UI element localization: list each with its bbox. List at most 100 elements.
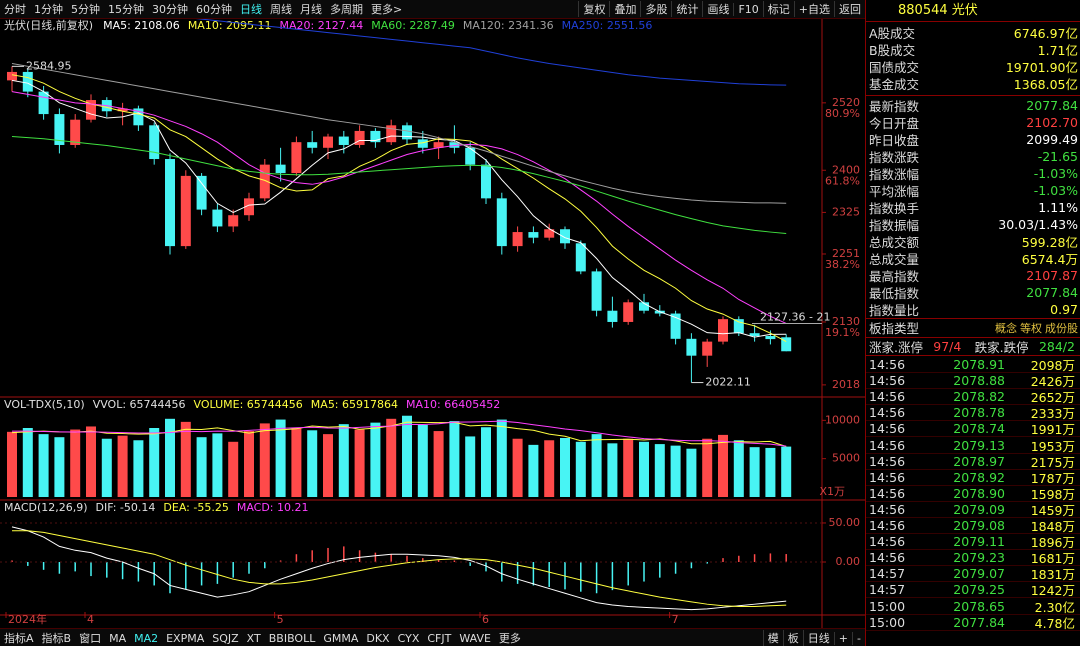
info-label: 最低指数 [869, 286, 920, 301]
x-tick-label: 6 [482, 613, 489, 626]
info-value: 2102.70 [1026, 115, 1078, 130]
tick-time: 14:56 [869, 389, 906, 405]
candle-body [686, 338, 697, 356]
toolbar-button[interactable]: 画线 [702, 1, 733, 17]
toolbar-button[interactable]: 返回 [834, 1, 865, 17]
tick-row: 14:56 2078.88 2426万 [866, 373, 1080, 390]
toolbar-button[interactable]: DKX [366, 631, 390, 645]
info-value: 6574.4万 [1021, 252, 1078, 267]
board-options: 概念 等权 成份股 [992, 320, 1078, 336]
tick-price: 2078.92 [953, 469, 1005, 485]
tick-volume: 1848万 [1030, 519, 1075, 534]
y-tick-label: 5000 [832, 452, 860, 465]
info-value: -1.03% [1033, 166, 1078, 181]
board-option[interactable]: 概念 [995, 321, 1017, 335]
toolbar-button[interactable]: XT [246, 631, 261, 645]
toolbar-button[interactable]: 月线 [300, 3, 322, 16]
toolbar-button[interactable]: 指标A [4, 632, 34, 645]
toolbar-button[interactable]: WAVE [459, 631, 491, 645]
info-row: 指数振幅 30.03/1.43% [866, 216, 1080, 233]
candle-body [623, 302, 634, 322]
info-label: 基金成交 [869, 77, 920, 92]
toolbar-button[interactable]: 统计 [671, 1, 702, 17]
toolbar-button[interactable]: + [833, 631, 852, 645]
volume-bar [38, 434, 49, 497]
legend-entry: MACD: 10.21 [237, 501, 309, 514]
info-value: 2077.84 [1026, 98, 1078, 113]
volume-bar [259, 423, 270, 497]
indicator-line [11, 526, 787, 611]
board-option[interactable]: 成份股 [1045, 321, 1078, 335]
toolbar-button[interactable]: 叠加 [609, 1, 640, 17]
candle-body [702, 341, 713, 356]
toolbar-button[interactable]: - [852, 631, 865, 645]
toolbar-button[interactable]: 15分钟 [108, 3, 144, 16]
volume-bar [165, 418, 175, 497]
toolbar-button[interactable]: 30分钟 [152, 3, 188, 16]
indicator-line [11, 136, 787, 234]
board-row: 板指类型 概念 等权 成份股 [866, 318, 1080, 336]
tick-row: 14:56 2078.97 2175万 [866, 454, 1080, 470]
volume-bar [623, 438, 634, 497]
toolbar-button[interactable]: 模 [762, 630, 783, 646]
volume-bar [86, 426, 96, 497]
toolbar-button[interactable]: 日线 [802, 630, 834, 646]
toolbar-button[interactable]: GMMA [323, 631, 359, 645]
tick-time: 14:57 [869, 566, 906, 582]
tick-volume: 1896万 [1030, 535, 1075, 551]
tick-row: 14:56 2079.13 1953万 [866, 438, 1080, 454]
volume-bar [402, 415, 412, 497]
toolbar-button[interactable]: 板 [782, 630, 803, 646]
volume-bar [512, 438, 523, 497]
toolbar-button[interactable]: 分时 [4, 3, 26, 16]
candle-body [323, 136, 333, 148]
toolbar-button[interactable]: 1分钟 [34, 3, 63, 16]
volume-bar [338, 424, 349, 497]
annotation: 2127.36 - 21 [760, 310, 830, 323]
sidebar-title: 880544 光伏 [866, 0, 1080, 22]
info-label: 昨日收盘 [869, 133, 920, 148]
toolbar-button[interactable]: SQJZ [212, 631, 239, 645]
toolbar-button[interactable]: 更多> [371, 3, 403, 16]
toolbar-button[interactable]: 指标B [41, 632, 72, 645]
toolbar-button[interactable]: 多股 [640, 1, 671, 17]
toolbar-button[interactable]: 更多 [498, 632, 521, 645]
y-tick-label: 10000 [825, 413, 860, 426]
tick-row: 15:00 2078.65 2.30亿 [866, 599, 1080, 615]
toolbar-button[interactable]: EXPMA [166, 631, 205, 645]
board-option[interactable]: 等权 [1020, 321, 1042, 335]
toolbar-button[interactable]: 60分钟 [196, 3, 232, 16]
info-value: 2099.49 [1026, 132, 1078, 147]
y-tick-label: 2018 [832, 378, 860, 391]
toolbar-button[interactable]: CFJT [427, 631, 452, 645]
toolbar-button[interactable]: F10 [733, 2, 762, 16]
toolbar-button[interactable]: MA [109, 631, 127, 645]
toolbar-button[interactable]: BBIBOLL [268, 631, 316, 645]
info-label: 指数振幅 [869, 218, 920, 233]
candle-body [639, 302, 649, 311]
toolbar-button[interactable]: +自选 [793, 1, 834, 17]
info-row: 最低指数 2077.84 [866, 284, 1080, 301]
toolbar-button[interactable]: 日线 [240, 3, 262, 16]
toolbar-button[interactable]: MA2 [134, 631, 159, 645]
toolbar-button[interactable]: 周线 [270, 3, 292, 16]
volume-bar [417, 424, 428, 497]
candle-body [607, 310, 618, 322]
toolbar-button[interactable]: 5分钟 [71, 3, 100, 16]
candle-body [212, 209, 223, 227]
tick-row: 15:00 2077.84 4.78亿 [866, 615, 1080, 631]
candle-body [544, 229, 555, 238]
toolbar-button[interactable]: CYX [397, 631, 420, 645]
toolbar-button[interactable]: 标记 [762, 1, 794, 17]
legend-entry: MACD(12,26,9) [4, 501, 88, 514]
toolbar-button[interactable]: 窗口 [79, 632, 102, 645]
candle-body [165, 159, 175, 247]
candle-body [259, 164, 270, 199]
toolbar-button[interactable]: 多周期 [330, 3, 363, 16]
toolbar-button[interactable]: 复权 [578, 1, 609, 17]
tick-row: 14:56 2079.09 1459万 [866, 502, 1080, 518]
info-row: 指数量比 0.97 [866, 301, 1080, 318]
tick-volume: 1991万 [1030, 422, 1075, 438]
volume-bar [70, 429, 81, 497]
volume-bar [670, 445, 681, 497]
